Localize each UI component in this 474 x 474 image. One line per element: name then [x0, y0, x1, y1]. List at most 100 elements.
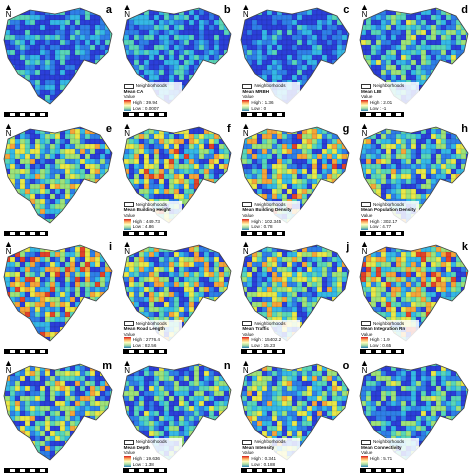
- neighborhood-cell: [375, 8, 382, 11]
- neighborhood-cell: [85, 224, 90, 229]
- neighborhood-cell: [115, 30, 118, 35]
- neighborhood-cell: [104, 148, 111, 154]
- neighborhood-cell: [4, 148, 6, 154]
- neighborhood-cell: [84, 272, 91, 278]
- neighborhood-cell: [395, 173, 402, 179]
- neighborhood-cell: [189, 0, 194, 5]
- neighborhood-cell: [252, 178, 258, 184]
- neighborhood-cell: [79, 74, 86, 81]
- neighborhood-cell: [89, 54, 96, 61]
- neighborhood-cell: [79, 282, 86, 288]
- neighborhood-cell: [360, 34, 367, 41]
- neighborhood-cell: [440, 203, 447, 209]
- neighborhood-cell: [169, 115, 174, 118]
- neighborhood-cell: [184, 224, 189, 229]
- neighborhood-cell: [450, 203, 457, 209]
- neighborhood-cell: [322, 188, 328, 194]
- neighborhood-cell: [59, 282, 66, 288]
- neighborhood-cell: [234, 30, 237, 35]
- neighborhood-cell: [168, 143, 174, 149]
- neighborhood-cell: [99, 24, 106, 31]
- neighborhood-cell: [179, 234, 184, 237]
- neighborhood-cell: [4, 183, 11, 189]
- neighborhood-cell: [19, 19, 26, 26]
- city-boundary: [3, 7, 113, 105]
- neighborhood-cell: [410, 8, 417, 11]
- neighborhood-cell: [420, 54, 427, 61]
- neighborhood-cell: [435, 39, 442, 46]
- neighborhood-cell: [262, 188, 268, 194]
- neighborhood-cell: [54, 69, 61, 76]
- neighborhood-cell: [19, 257, 26, 263]
- neighborhood-cell: [465, 178, 468, 184]
- neighborhood-cell: [59, 178, 66, 184]
- neighborhood-cell: [64, 245, 71, 248]
- neighborhood-cell: [54, 126, 61, 129]
- neighborhood-cell: [29, 99, 36, 104]
- neighborhood-cell: [59, 193, 66, 199]
- neighborhood-cell: [450, 193, 457, 199]
- neighborhood-cell: [400, 54, 407, 61]
- neighborhood-cell: [193, 54, 199, 61]
- neighborhood-cell: [198, 158, 204, 164]
- neighborhood-cell: [327, 143, 333, 149]
- neighborhood-cell: [234, 159, 237, 164]
- neighborhood-cell: [287, 19, 293, 26]
- neighborhood-cell: [29, 272, 36, 278]
- neighborhood-cell: [420, 126, 427, 129]
- neighborhood-cell: [426, 115, 431, 118]
- neighborhood-cell: [84, 245, 91, 248]
- neighborhood-cell: [307, 234, 312, 237]
- neighborhood-cell: [431, 119, 436, 124]
- neighborhood-cell: [183, 208, 189, 214]
- neighborhood-cell: [312, 163, 318, 169]
- neighborhood-cell: [223, 193, 229, 199]
- neighborhood-cell: [332, 148, 338, 154]
- neighborhood-cell: [317, 79, 323, 86]
- neighborhood-cell: [115, 115, 118, 118]
- neighborhood-cell: [465, 19, 468, 26]
- neighborhood-cell: [287, 173, 293, 179]
- neighborhood-cell: [445, 213, 452, 219]
- neighborhood-cell: [322, 34, 328, 41]
- neighborhood-cell: [431, 234, 436, 237]
- neighborhood-cell: [39, 34, 46, 41]
- neighborhood-cell: [128, 74, 134, 81]
- neighborhood-cell: [450, 138, 457, 144]
- neighborhood-cell: [365, 138, 372, 144]
- neighborhood-cell: [9, 168, 16, 174]
- neighborhood-cell: [375, 14, 382, 21]
- neighborhood-cell: [24, 84, 31, 91]
- neighborhood-cell: [352, 139, 355, 144]
- neighborhood-cell: [277, 148, 283, 154]
- neighborhood-cell: [69, 9, 76, 16]
- neighborhood-cell: [267, 188, 273, 194]
- neighborhood-cell: [352, 115, 355, 118]
- neighborhood-cell: [138, 19, 144, 26]
- neighborhood-cell: [70, 229, 75, 234]
- neighborhood-cell: [252, 183, 258, 189]
- neighborhood-cell: [380, 59, 387, 66]
- neighborhood-cell: [104, 198, 111, 204]
- neighborhood-cell: [188, 158, 194, 164]
- neighborhood-cell: [287, 119, 292, 124]
- neighborhood-cell: [391, 119, 396, 124]
- neighborhood-cell: [327, 24, 333, 31]
- neighborhood-cell: [143, 24, 149, 31]
- neighborhood-cell: [34, 193, 41, 199]
- neighborhood-cell: [69, 138, 76, 144]
- neighborhood-cell: [411, 234, 416, 237]
- neighborhood-cell: [380, 29, 387, 36]
- neighborhood-cell: [395, 158, 402, 164]
- neighborhood-cell: [95, 229, 100, 234]
- neighborhood-cell: [430, 89, 437, 96]
- map-legend: Neighborhoods Mean CA Value High : 39.94 Low…: [121, 82, 182, 112]
- neighborhood-cell: [14, 138, 21, 144]
- neighborhood-cell: [79, 218, 86, 223]
- neighborhood-cell: [158, 158, 164, 164]
- neighborhood-cell: [59, 8, 66, 11]
- neighborhood-cell: [252, 193, 258, 199]
- neighborhood-cell: [148, 183, 154, 189]
- city-boundary: [240, 126, 350, 224]
